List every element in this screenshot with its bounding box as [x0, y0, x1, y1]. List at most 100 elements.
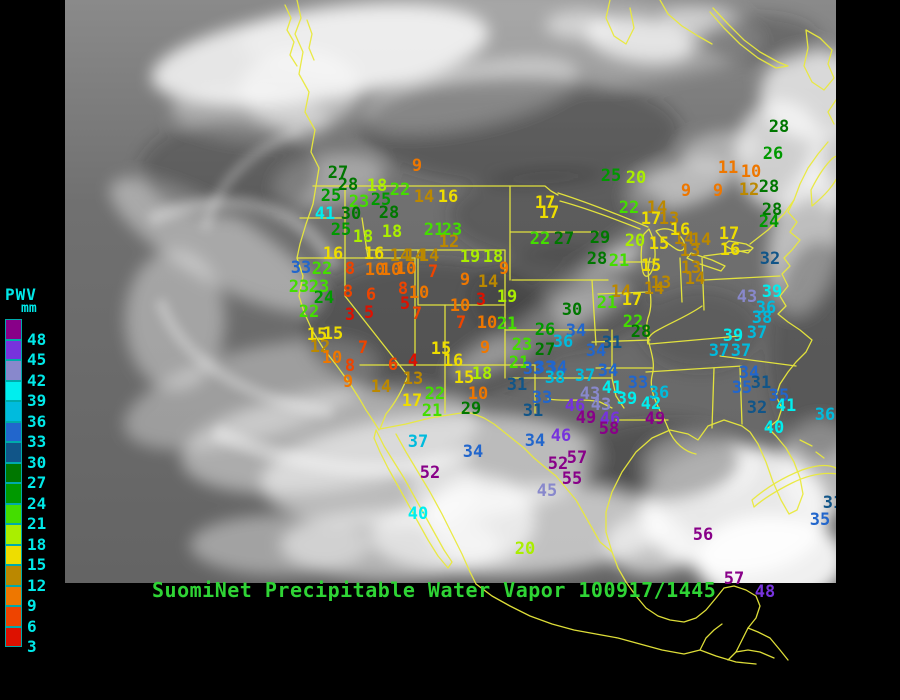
station-pwv-value: 16: [443, 351, 463, 371]
station-pwv-value: 20: [515, 539, 535, 559]
station-pwv-value: 15: [641, 256, 661, 276]
legend-entry: 21: [5, 503, 65, 533]
station-pwv-value: 13: [403, 369, 423, 389]
cloud-blob: [760, 50, 836, 140]
legend-color-scale: 48 45 42 39 36 33 30 27 24 21 18 15 12 9 6 3: [5, 319, 65, 656]
station-pwv-value: 13: [681, 258, 701, 278]
station-pwv-value: 23: [512, 335, 532, 355]
station-pwv-value: 8: [398, 279, 408, 299]
map-title: SuomiNet Precipitable Water Vapor 100917…: [152, 578, 717, 602]
station-pwv-value: 43: [591, 395, 611, 415]
clear-sky-patch: [470, 250, 650, 350]
station-pwv-value: 40: [764, 418, 784, 438]
station-pwv-value: 23: [442, 220, 462, 240]
legend-entry: 30: [5, 442, 65, 472]
legend-label: 9: [27, 596, 37, 615]
station-pwv-value: 16: [364, 244, 384, 264]
legend-swatch: [5, 421, 22, 442]
station-pwv-value: 8: [343, 282, 353, 302]
station-pwv-value: 25: [371, 190, 391, 210]
station-pwv-value: 9: [480, 338, 490, 358]
station-pwv-value: 15: [454, 368, 474, 388]
station-pwv-value: 8: [345, 356, 355, 376]
station-pwv-value: 37: [575, 366, 595, 386]
station-pwv-value: 18: [483, 247, 503, 267]
station-pwv-value: 19: [460, 247, 480, 267]
station-pwv-value: 14: [644, 279, 664, 299]
station-pwv-value: 31: [507, 375, 527, 395]
legend-label: 24: [27, 493, 47, 513]
station-pwv-value: 21: [497, 314, 517, 334]
station-pwv-value: 18: [472, 364, 492, 384]
station-pwv-value: 12: [739, 180, 759, 200]
station-pwv-value: 27: [328, 163, 348, 183]
legend-swatch: [5, 380, 22, 401]
legend-swatch: [5, 319, 22, 340]
legend-label: 45: [27, 350, 47, 369]
station-pwv-value: 16: [438, 187, 458, 207]
legend-swatch: [5, 565, 22, 586]
station-pwv-value: 56: [693, 525, 713, 545]
station-pwv-value: 14: [414, 187, 434, 207]
station-pwv-value: 3: [476, 290, 486, 310]
station-pwv-value: 17: [622, 290, 642, 310]
cloud-blob: [805, 130, 836, 210]
legend-swatch: [5, 626, 22, 647]
station-pwv-value: 17: [402, 391, 422, 411]
legend-swatch: [5, 462, 22, 483]
station-pwv-value: 34: [525, 431, 545, 451]
station-pwv-value: 42: [641, 394, 661, 414]
clear-sky-patch: [700, 15, 820, 65]
station-pwv-value: 13: [659, 209, 679, 229]
station-pwv-value: 22: [425, 384, 445, 404]
legend-unit: mm: [21, 301, 37, 316]
station-pwv-value: 18: [353, 227, 373, 247]
station-pwv-value: 34: [566, 321, 586, 341]
legend-label: 30: [27, 452, 47, 472]
station-pwv-value: 5: [400, 294, 410, 314]
station-pwv-value: 9: [343, 372, 353, 392]
station-pwv-value: 41: [315, 204, 335, 224]
legend-label: 21: [27, 514, 47, 533]
station-pwv-value: 45: [537, 481, 557, 501]
clear-sky-patch: [580, 420, 740, 500]
legend-label: 15: [27, 555, 47, 574]
station-pwv-value: 34: [586, 341, 606, 361]
legend-swatch: [5, 483, 22, 504]
station-pwv-value: 10: [396, 259, 416, 279]
station-pwv-value: 41: [776, 396, 796, 416]
station-pwv-value: 13: [651, 273, 671, 293]
station-pwv-value: 35: [810, 510, 830, 530]
station-pwv-value: 37: [408, 432, 428, 452]
legend-swatch: [5, 524, 22, 545]
station-pwv-value: 57: [724, 569, 744, 589]
station-pwv-value: 52: [420, 463, 440, 483]
cloud-blob: [545, 11, 615, 39]
station-pwv-value: 24: [759, 212, 779, 232]
station-pwv-value: 32: [760, 249, 780, 269]
station-pwv-value: 37: [709, 341, 729, 361]
station-pwv-value: 8: [345, 259, 355, 279]
station-pwv-value: 21: [509, 353, 529, 373]
station-pwv-value: 21: [424, 220, 444, 240]
legend-swatch: [5, 360, 22, 381]
legend-entry: 24: [5, 483, 65, 513]
legend-label: 39: [27, 391, 47, 410]
station-pwv-value: 14: [390, 246, 410, 266]
legend-label: 3: [27, 637, 37, 656]
legend-entry: 6: [5, 606, 65, 636]
station-pwv-value: 5: [364, 303, 374, 323]
station-pwv-value: 9: [499, 259, 509, 279]
geo-outlines: [284, 0, 836, 665]
station-pwv-value: 49: [645, 409, 665, 429]
legend-swatch: [5, 503, 22, 524]
legend-entry: 42: [5, 360, 65, 390]
station-pwv-value: 46: [565, 396, 585, 416]
station-pwv-value: 34: [739, 363, 759, 383]
station-pwv-value: 35: [769, 386, 789, 406]
station-pwv-value: 26: [763, 144, 783, 164]
station-pwv-value: 25: [321, 186, 341, 206]
station-pwv-value: 30: [562, 300, 582, 320]
station-pwv-value: 22: [619, 198, 639, 218]
